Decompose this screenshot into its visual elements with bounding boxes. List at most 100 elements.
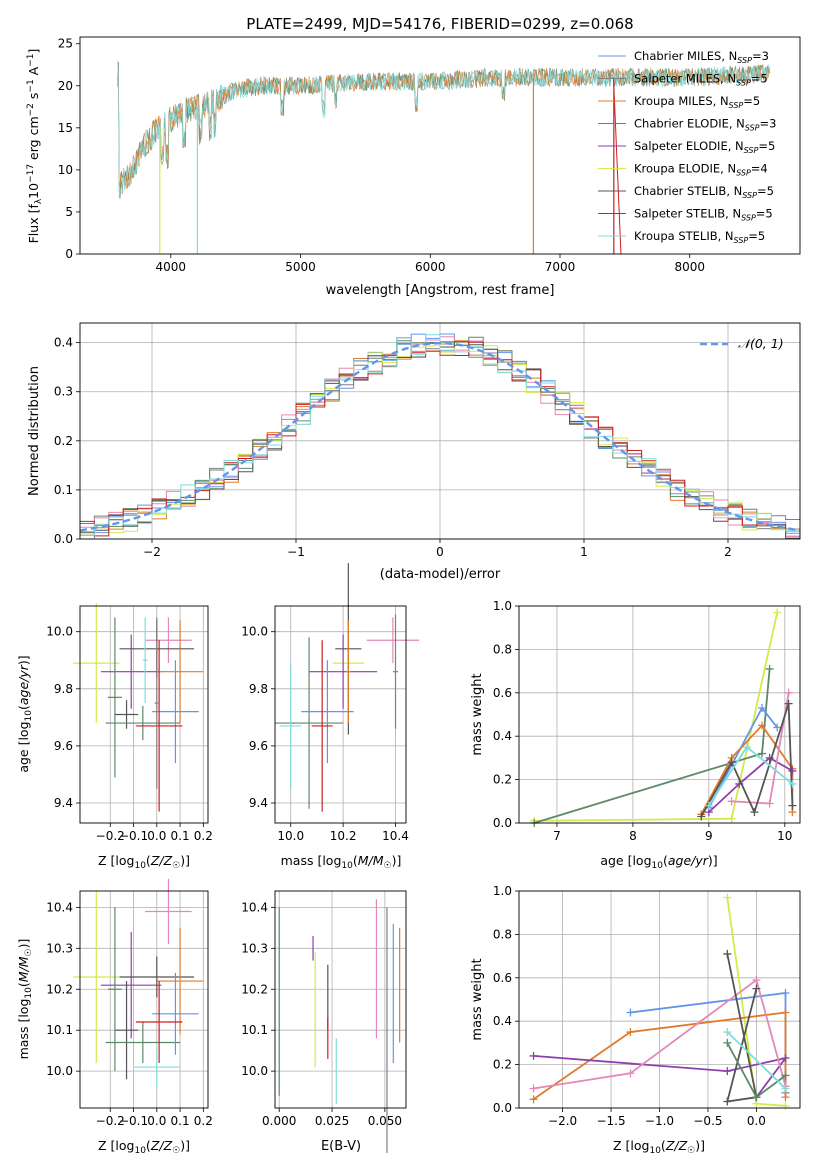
legend-label: Kroupa STELIB, NSSP=5 <box>634 229 765 245</box>
weight-marker <box>723 1097 732 1106</box>
x-axis-label: wavelength [Angstrom, rest frame] <box>326 283 555 298</box>
weight-vs-z-panel: −2.0 −1.5 −1.0 −0.5 0.0 0.0 0.2 0.4 0.6 0.8 1.0 mas… <box>470 884 801 1156</box>
weight-marker <box>752 984 761 993</box>
x-tick-label: 9 <box>705 829 713 843</box>
x-tick-label: 2 <box>724 545 732 559</box>
x-tick-label: 0.050 <box>368 1114 402 1128</box>
x-tick-label: 0 <box>436 545 444 559</box>
x-tick-label: 0.025 <box>315 1114 349 1128</box>
x-tick-label: −0.1 <box>119 1114 148 1128</box>
weight-marker <box>788 801 797 810</box>
x-tick-label: 5000 <box>285 260 316 274</box>
weight-marker <box>784 688 793 697</box>
x-axis-label: E(B-V) <box>321 1139 361 1154</box>
x-tick-label: 10.0 <box>277 829 304 843</box>
weight-line <box>533 1055 788 1098</box>
y-axis-label: Normed distribution <box>27 366 42 496</box>
legend-label: Chabrier STELIB, NSSP=5 <box>634 184 774 200</box>
y-tick-label: 1.0 <box>493 884 512 898</box>
y-tick-label: 9.6 <box>249 739 268 753</box>
x-tick-label: 0.2 <box>194 829 213 843</box>
weight-marker <box>723 1038 732 1047</box>
y-tick-label: 15 <box>58 121 73 135</box>
axes-frame <box>79 36 801 255</box>
x-tick-label: 6000 <box>415 260 446 274</box>
weight-marker <box>781 1008 790 1017</box>
y-tick-label: 0.4 <box>493 729 512 743</box>
weight-line <box>700 723 794 815</box>
weight-marker <box>723 949 732 958</box>
weight-marker <box>697 812 706 821</box>
weight-marker <box>788 779 797 788</box>
age-vs-z-panel: −0.2−0.1 0.0 0.1 0.2 9.4 9.6 9.8 10.0 Z [log10(Z… <box>16 603 213 871</box>
weight-marker <box>752 1093 761 1102</box>
spectrum-line <box>117 64 771 195</box>
x-tick-label: 1 <box>580 545 588 559</box>
x-tick-label: 10.4 <box>382 829 409 843</box>
weight-marker <box>765 799 774 808</box>
y-tick-label: 0.6 <box>493 971 512 985</box>
y-tick-label: 0.1 <box>54 483 73 497</box>
y-tick-label: 10.3 <box>46 941 73 955</box>
y-tick-label: 0.3 <box>54 385 73 399</box>
axes-frame <box>79 605 209 824</box>
weight-marker <box>626 1069 635 1078</box>
y-tick-label: 9.4 <box>54 796 73 810</box>
y-tick-label: 0 <box>65 247 73 261</box>
weight-line <box>726 1031 787 1090</box>
y-tick-label: 0.2 <box>493 1058 512 1072</box>
x-tick-label: −1 <box>287 545 305 559</box>
x-tick-label: −0.1 <box>119 829 148 843</box>
y-tick-label: 10.2 <box>46 982 73 996</box>
x-axis-label: (data-model)/error <box>380 567 501 582</box>
y-tick-label: 10.0 <box>241 625 268 639</box>
x-tick-label: 0.0 <box>747 1114 766 1128</box>
weight-line <box>534 612 779 822</box>
y-tick-label: 25 <box>58 37 73 51</box>
weight-marker <box>781 1084 790 1093</box>
weight-marker <box>781 1054 790 1063</box>
axes-frame <box>274 605 407 824</box>
y-axis-label: mass weight <box>470 958 485 1040</box>
legend-label: Salpeter ELODIE, NSSP=5 <box>634 139 775 155</box>
y-tick-label: 0.2 <box>493 773 512 787</box>
y-tick-label: 0.0 <box>493 1101 512 1115</box>
weight-marker <box>626 1008 635 1017</box>
weight-marker <box>727 814 736 823</box>
weight-line <box>533 668 771 824</box>
weight-marker <box>529 1084 538 1093</box>
x-tick-label: 0.1 <box>171 829 190 843</box>
weight-marker <box>723 893 732 902</box>
y-tick-label: 10.4 <box>241 900 268 914</box>
legend-label: Salpeter MILES, NSSP=5 <box>634 72 768 88</box>
legend-label: Chabrier ELODIE, NSSP=3 <box>634 117 776 133</box>
x-axis-label: Z [log10(Z/Z☉)] <box>98 853 190 871</box>
x-tick-label: 4000 <box>156 260 187 274</box>
axes-frame <box>518 890 801 1109</box>
weight-marker <box>626 1028 635 1037</box>
spectrum-panel: 4000 5000 6000 7000 8000 0 5 10 15 20 25 Chabrier M… <box>26 36 801 298</box>
y-tick-label: 0.0 <box>493 816 512 830</box>
y-tick-label: 5 <box>65 205 73 219</box>
weight-marker <box>781 988 790 997</box>
x-tick-label: −2.0 <box>548 1114 577 1128</box>
weight-marker <box>781 1093 790 1102</box>
y-tick-label: 20 <box>58 79 73 93</box>
x-tick-label: 0.0 <box>147 1114 166 1128</box>
x-tick-label: 7 <box>553 829 561 843</box>
y-tick-label: 0.8 <box>493 927 512 941</box>
weight-marker <box>704 801 713 810</box>
y-tick-label: 10.0 <box>46 625 73 639</box>
axes-frame <box>274 890 407 1109</box>
x-axis-label: mass [log10(M/M☉)] <box>281 853 402 871</box>
weight-line <box>533 978 787 1090</box>
mass-vs-z-panel: −0.2−0.1 0.0 0.1 0.2 10.0 10.1 10.2 10.3 10.4 Z [… <box>16 878 213 1156</box>
weight-marker <box>788 766 797 775</box>
weight-marker <box>742 743 751 752</box>
x-tick-label: −1.5 <box>596 1114 625 1128</box>
weight-vs-age-panel: 7 8 9 10 0.0 0.2 0.4 0.6 0.8 1.0 mass weight age [l… <box>470 599 801 871</box>
axes-frame <box>79 890 209 1109</box>
x-axis-label: age [log10(age/yr)] <box>600 853 717 871</box>
legend-label: 𝒩(0, 1) <box>738 336 784 351</box>
